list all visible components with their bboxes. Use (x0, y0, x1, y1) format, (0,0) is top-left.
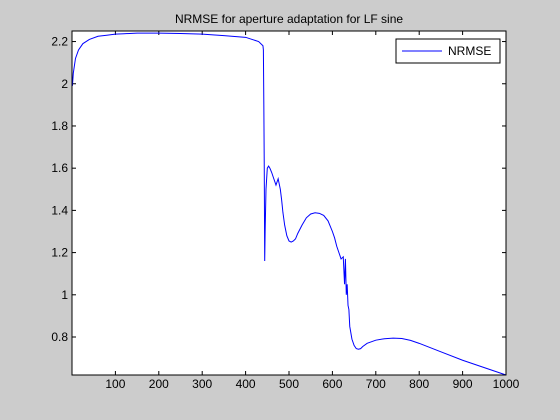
legend: NRMSE (396, 39, 500, 63)
x-tick-label: 300 (192, 377, 212, 391)
chart-title: NRMSE for aperture adaptation for LF sin… (175, 12, 403, 26)
y-tick-label: 1.8 (51, 119, 68, 133)
x-tick-label: 600 (322, 377, 342, 391)
y-tick-label: 2.2 (51, 35, 68, 49)
x-tick-label: 900 (453, 377, 473, 391)
plot-area (72, 31, 506, 375)
x-tick-label: 100 (105, 377, 125, 391)
y-tick-label: 1.2 (51, 246, 68, 260)
y-tick-label: 0.8 (51, 330, 68, 344)
y-tick-label: 1.6 (51, 161, 68, 175)
x-tick-label: 800 (409, 377, 429, 391)
x-tick-label: 400 (236, 377, 256, 391)
x-tick-label: 1000 (493, 377, 520, 391)
x-tick-label: 700 (366, 377, 386, 391)
y-tick-label: 2 (61, 77, 68, 91)
legend-label-nrmse: NRMSE (448, 44, 491, 58)
y-tick-label: 1.4 (51, 203, 68, 217)
x-tick-label: 500 (279, 377, 299, 391)
x-tick-label: 200 (149, 377, 169, 391)
y-tick-label: 1 (61, 288, 68, 302)
